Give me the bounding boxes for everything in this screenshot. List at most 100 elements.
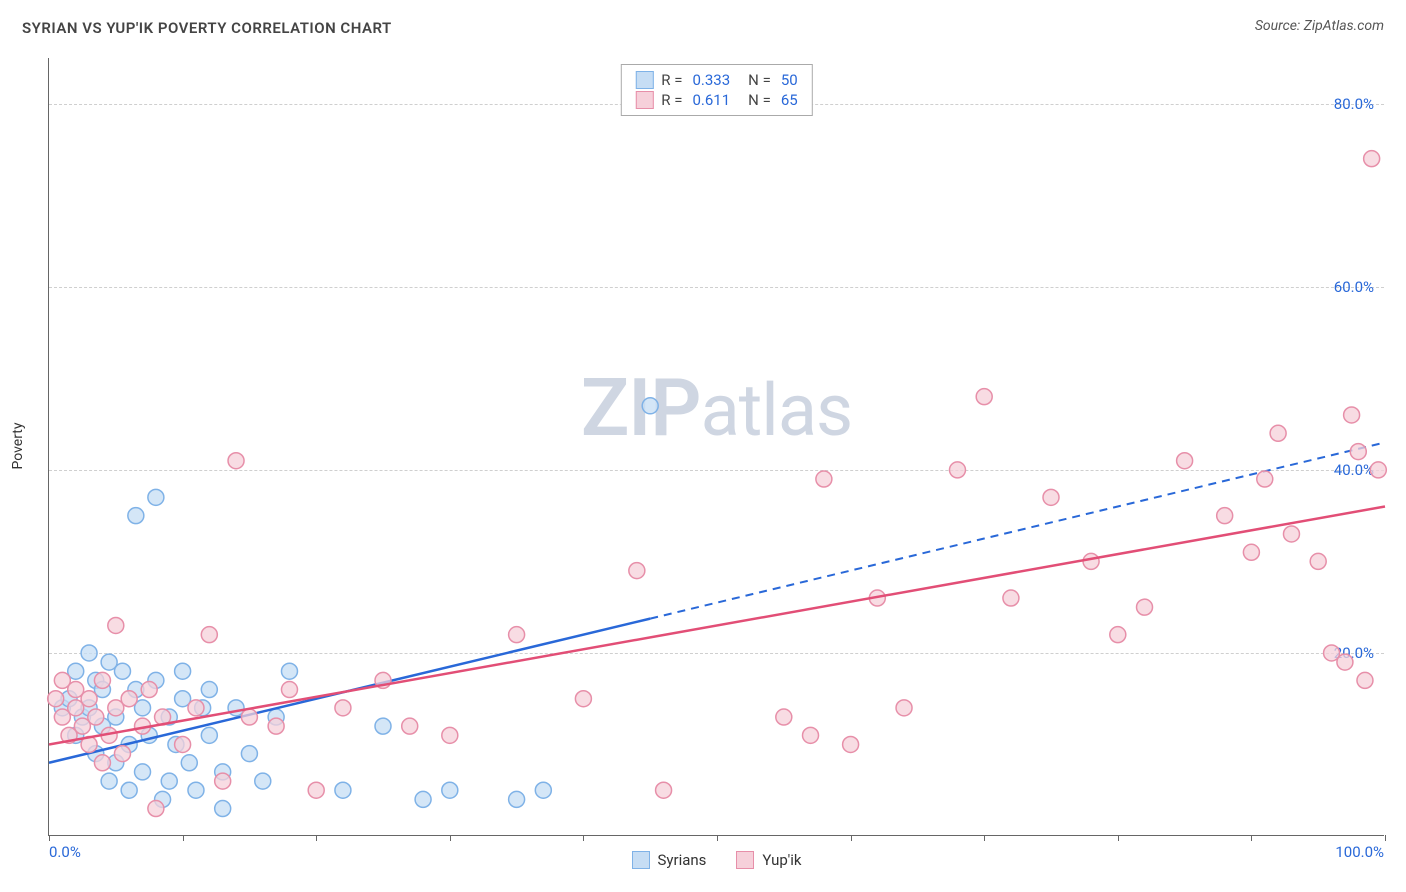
yupik-point bbox=[335, 700, 351, 716]
syrians-point bbox=[255, 773, 271, 789]
yupik-point bbox=[1310, 553, 1326, 569]
r-label: R = bbox=[661, 71, 682, 89]
yupik-point bbox=[215, 773, 231, 789]
x-tick bbox=[851, 835, 852, 841]
syrians-point bbox=[114, 663, 130, 679]
yupik-point bbox=[88, 709, 104, 725]
yupik-point bbox=[121, 691, 137, 707]
yupik-point bbox=[175, 736, 191, 752]
yupik-point bbox=[1043, 489, 1059, 505]
yupik-point bbox=[629, 563, 645, 579]
yupik-point bbox=[803, 727, 819, 743]
yupik-point bbox=[1110, 627, 1126, 643]
scatter-svg bbox=[49, 58, 1384, 835]
syrians-point bbox=[201, 682, 217, 698]
syrians-point bbox=[181, 755, 197, 771]
syrians-point bbox=[188, 782, 204, 798]
syrians-point bbox=[415, 791, 431, 807]
yupik-point bbox=[1357, 672, 1373, 688]
yupik-point bbox=[1350, 444, 1366, 460]
x-tick bbox=[984, 835, 985, 841]
syrians-point bbox=[375, 718, 391, 734]
x-tick bbox=[1118, 835, 1119, 841]
yupik-point bbox=[442, 727, 458, 743]
x-tick-label: 100.0% bbox=[1335, 843, 1384, 861]
syrians-point bbox=[442, 782, 458, 798]
yupik-point bbox=[1003, 590, 1019, 606]
yupik-point bbox=[1217, 508, 1233, 524]
yupik-point bbox=[308, 782, 324, 798]
x-tick bbox=[1251, 835, 1252, 841]
yupik-regression-line bbox=[49, 506, 1385, 744]
yupik-point bbox=[896, 700, 912, 716]
series-legend-item: Yup'ik bbox=[736, 851, 801, 869]
syrians-point bbox=[201, 727, 217, 743]
yupik-point bbox=[228, 453, 244, 469]
yupik-point bbox=[108, 617, 124, 633]
series-label: Yup'ik bbox=[762, 851, 801, 869]
n-label: N = bbox=[748, 91, 771, 109]
yupik-point bbox=[1283, 526, 1299, 542]
yupik-point bbox=[1177, 453, 1193, 469]
yupik-point bbox=[816, 471, 832, 487]
y-axis-label: Poverty bbox=[10, 422, 26, 469]
legend-swatch bbox=[635, 91, 653, 109]
r-value: 0.611 bbox=[692, 91, 730, 109]
r-value: 0.333 bbox=[692, 71, 730, 89]
yupik-point bbox=[976, 389, 992, 405]
x-tick bbox=[49, 835, 50, 841]
n-value: 65 bbox=[781, 91, 798, 109]
series-label: Syrians bbox=[658, 851, 707, 869]
syrians-point bbox=[148, 489, 164, 505]
yupik-point bbox=[48, 691, 64, 707]
series-legend: Syrians Yup'ik bbox=[632, 851, 802, 869]
syrians-point bbox=[135, 764, 151, 780]
x-tick bbox=[183, 835, 184, 841]
yupik-point bbox=[1337, 654, 1353, 670]
x-tick bbox=[450, 835, 451, 841]
yupik-point bbox=[94, 755, 110, 771]
syrians-point bbox=[535, 782, 551, 798]
yupik-point bbox=[1083, 553, 1099, 569]
yupik-point bbox=[1370, 462, 1386, 478]
n-label: N = bbox=[748, 71, 771, 89]
yupik-point bbox=[1137, 599, 1153, 615]
yupik-point bbox=[201, 627, 217, 643]
syrians-point bbox=[215, 801, 231, 817]
yupik-point bbox=[509, 627, 525, 643]
syrians-point bbox=[642, 398, 658, 414]
yupik-point bbox=[1364, 151, 1380, 167]
chart-title: SYRIAN VS YUP'IK POVERTY CORRELATION CHA… bbox=[22, 19, 392, 37]
syrians-point bbox=[175, 663, 191, 679]
n-value: 50 bbox=[781, 71, 798, 89]
yupik-point bbox=[575, 691, 591, 707]
plot-area: ZIPatlas 20.0%40.0%60.0%80.0% 0.0%100.0%… bbox=[48, 58, 1384, 836]
yupik-point bbox=[81, 691, 97, 707]
x-tick bbox=[1385, 835, 1386, 841]
yupik-point bbox=[656, 782, 672, 798]
syrians-point bbox=[335, 782, 351, 798]
yupik-point bbox=[949, 462, 965, 478]
yupik-point bbox=[281, 682, 297, 698]
source-attribution: Source: ZipAtlas.com bbox=[1255, 18, 1384, 34]
syrians-regression-line-extrapolated bbox=[650, 442, 1385, 618]
syrians-point bbox=[128, 508, 144, 524]
yupik-point bbox=[402, 718, 418, 734]
correlation-legend-row: R = 0.333 N = 50 bbox=[635, 71, 797, 89]
syrians-point bbox=[161, 773, 177, 789]
yupik-point bbox=[1344, 407, 1360, 423]
yupik-point bbox=[268, 718, 284, 734]
yupik-point bbox=[141, 682, 157, 698]
syrians-point bbox=[101, 773, 117, 789]
yupik-point bbox=[241, 709, 257, 725]
yupik-point bbox=[94, 672, 110, 688]
x-tick-label: 0.0% bbox=[49, 843, 81, 861]
yupik-point bbox=[1243, 544, 1259, 560]
yupik-point bbox=[1257, 471, 1273, 487]
r-label: R = bbox=[661, 91, 682, 109]
yupik-point bbox=[1270, 425, 1286, 441]
yupik-point bbox=[148, 801, 164, 817]
x-tick bbox=[316, 835, 317, 841]
yupik-point bbox=[843, 736, 859, 752]
syrians-point bbox=[121, 782, 137, 798]
